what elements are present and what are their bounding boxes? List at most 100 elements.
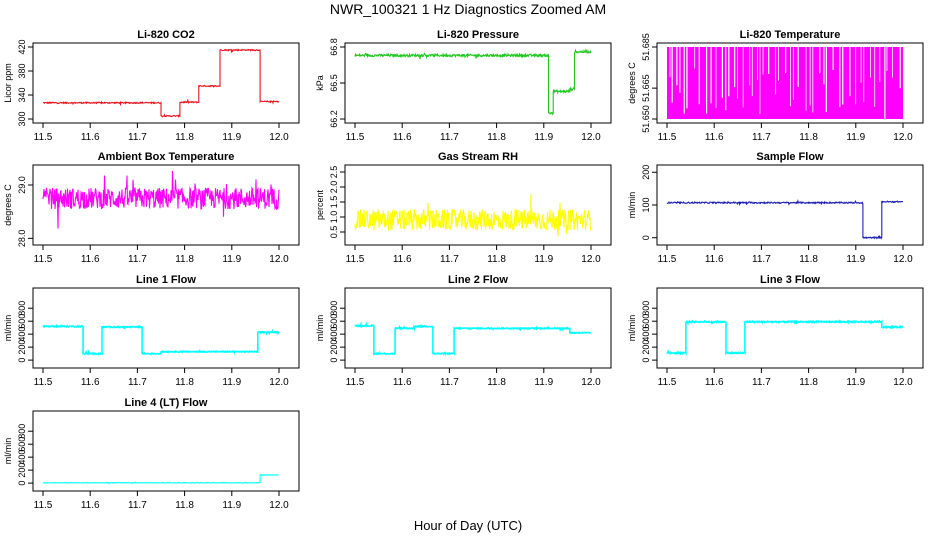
y-axis-label: ml/min bbox=[3, 315, 13, 342]
panel-7: Line 1 Flow 11.5 11.6 11.7 11.8 11.9 12.0 0 2004… bbox=[3, 274, 300, 388]
x-tick-label: 11.7 bbox=[752, 254, 771, 265]
y-tick-label: 800 bbox=[641, 301, 651, 316]
x-tick-label: 11.6 bbox=[81, 254, 100, 265]
y-axis-label: kPa bbox=[315, 75, 325, 91]
plot-frame bbox=[344, 287, 612, 369]
y-tick-label: 0 bbox=[17, 358, 27, 363]
y-axis-label: ml/min bbox=[627, 192, 637, 219]
x-tick-label: 11.8 bbox=[175, 377, 194, 388]
x-tick-label: 11.7 bbox=[752, 377, 771, 388]
y-tick-label: 400 bbox=[641, 327, 651, 342]
y-axis-label: degrees C bbox=[627, 62, 637, 104]
panel-title: Ambient Box Temperature bbox=[98, 151, 235, 163]
x-tick-label: 11.5 bbox=[34, 254, 53, 265]
x-axis-label: Hour of Day (UTC) bbox=[413, 518, 523, 533]
y-tick-label: 400 bbox=[329, 327, 339, 342]
plot-frame bbox=[656, 164, 924, 246]
y-tick-label: 51.685 bbox=[641, 33, 651, 61]
y-tick-label: 200 bbox=[641, 165, 651, 180]
panel-title: Gas Stream RH bbox=[438, 151, 518, 163]
panel-title: Line 4 (LT) Flow bbox=[125, 397, 208, 409]
x-tick-label: 11.9 bbox=[222, 377, 241, 388]
x-tick-label: 11.7 bbox=[752, 132, 771, 143]
y-tick-label: 66.2 bbox=[329, 110, 339, 128]
panel-4: Ambient Box Temperature 11.5 11.6 11.7 11.8 1… bbox=[3, 151, 300, 265]
y-tick-label: 400 bbox=[17, 450, 27, 465]
x-tick-label: 11.9 bbox=[846, 254, 865, 265]
y-tick-label: 300 bbox=[17, 111, 27, 126]
x-tick-label: 11.9 bbox=[222, 500, 241, 511]
panel-title: Line 1 Flow bbox=[136, 274, 196, 286]
series-line bbox=[43, 48, 280, 118]
x-tick-label: 11.7 bbox=[128, 500, 147, 511]
x-tick-label: 11.7 bbox=[440, 377, 459, 388]
y-tick-label: 1.5 bbox=[329, 196, 339, 209]
y-axis-label: Licor ppm bbox=[3, 63, 13, 103]
y-tick-label: 420 bbox=[17, 39, 27, 54]
x-tick-label: 11.5 bbox=[34, 377, 53, 388]
x-tick-label: 11.6 bbox=[705, 254, 724, 265]
series-line bbox=[354, 193, 592, 237]
y-axis-label: percent bbox=[315, 189, 325, 220]
plot-frame bbox=[656, 42, 924, 124]
plot-frame bbox=[32, 287, 300, 369]
series-fill bbox=[667, 47, 903, 119]
x-tick-label: 12.0 bbox=[581, 132, 601, 143]
x-tick-label: 12.0 bbox=[269, 500, 289, 511]
x-tick-label: 11.8 bbox=[175, 500, 194, 511]
y-tick-label: 28.0 bbox=[17, 230, 27, 248]
y-tick-label: 200 bbox=[17, 463, 27, 478]
y-tick-label: 600 bbox=[641, 314, 651, 329]
x-tick-label: 11.9 bbox=[534, 132, 553, 143]
panel-9: Line 3 Flow 11.5 11.6 11.7 11.8 11.9 12.0 0 2004… bbox=[627, 274, 924, 388]
x-tick-label: 11.8 bbox=[799, 132, 818, 143]
x-tick-label: 11.6 bbox=[81, 132, 100, 143]
series-line bbox=[42, 323, 280, 356]
panel-title: Line 3 Flow bbox=[760, 274, 820, 286]
x-tick-label: 11.9 bbox=[846, 377, 865, 388]
x-tick-label: 11.5 bbox=[658, 254, 677, 265]
x-tick-label: 11.5 bbox=[658, 377, 677, 388]
x-tick-label: 11.7 bbox=[440, 132, 459, 143]
plot-frame bbox=[32, 164, 300, 246]
figure-title: NWR_100321 1 Hz Diagnostics Zoomed AM bbox=[329, 1, 607, 17]
y-tick-label: 0 bbox=[641, 358, 651, 363]
plot-frame bbox=[344, 164, 612, 246]
x-tick-label: 12.0 bbox=[269, 254, 289, 265]
y-tick-label: 800 bbox=[17, 424, 27, 439]
x-tick-label: 11.5 bbox=[658, 132, 677, 143]
panel-title: Li-820 Temperature bbox=[740, 29, 841, 41]
x-tick-label: 11.8 bbox=[487, 254, 506, 265]
x-tick-label: 11.7 bbox=[440, 254, 459, 265]
x-tick-label: 11.7 bbox=[128, 254, 147, 265]
x-tick-label: 11.6 bbox=[393, 254, 412, 265]
series-line bbox=[666, 198, 904, 240]
panel-title: Li-820 CO2 bbox=[137, 29, 194, 41]
series-line bbox=[666, 319, 904, 357]
series-line bbox=[354, 321, 591, 356]
panel-title: Sample Flow bbox=[756, 151, 824, 163]
x-tick-label: 11.8 bbox=[799, 377, 818, 388]
y-tick-label: 380 bbox=[17, 63, 27, 78]
y-axis-label: ml/min bbox=[315, 315, 325, 342]
x-tick-label: 12.0 bbox=[581, 377, 601, 388]
y-tick-label: 200 bbox=[329, 340, 339, 355]
y-tick-label: 66.8 bbox=[329, 38, 339, 56]
y-tick-label: 600 bbox=[17, 437, 27, 452]
x-tick-label: 11.5 bbox=[34, 500, 53, 511]
x-tick-label: 12.0 bbox=[893, 377, 913, 388]
y-tick-label: 100 bbox=[641, 197, 651, 212]
y-tick-label: 400 bbox=[17, 327, 27, 342]
series-line bbox=[42, 170, 280, 229]
x-tick-label: 11.8 bbox=[175, 254, 194, 265]
panel-5: Gas Stream RH 11.5 11.6 11.7 11.8 11.9 12.0 0.5… bbox=[315, 151, 612, 265]
y-tick-label: 600 bbox=[17, 314, 27, 329]
x-tick-label: 11.6 bbox=[393, 132, 412, 143]
y-tick-label: 2.0 bbox=[329, 181, 339, 194]
y-axis-label: ml/min bbox=[3, 438, 13, 465]
panel-title: Li-820 Pressure bbox=[437, 29, 519, 41]
panel-10: Line 4 (LT) Flow 11.5 11.6 11.7 11.8 11.9 12.0… bbox=[3, 397, 300, 511]
y-tick-label: 1.0 bbox=[329, 211, 339, 224]
x-tick-label: 11.9 bbox=[534, 254, 553, 265]
x-tick-label: 12.0 bbox=[269, 377, 289, 388]
